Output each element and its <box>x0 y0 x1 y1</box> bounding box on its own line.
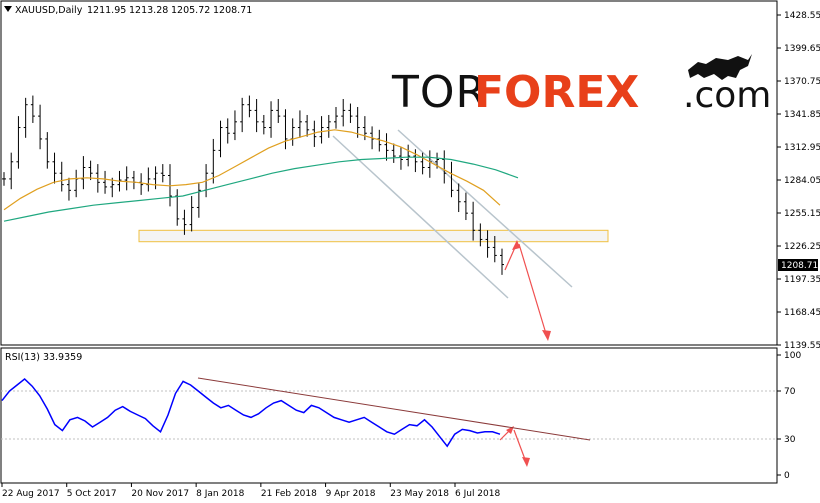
high-value: 1213.28 <box>129 5 168 16</box>
price-tick-label: 1284.05 <box>784 176 820 186</box>
price-tick-label: 1226.25 <box>784 242 820 252</box>
price-tick-label: 1168.45 <box>784 308 820 318</box>
time-tick-label: 8 Jan 2018 <box>196 489 244 499</box>
price-tick-label: 1370.75 <box>784 77 820 87</box>
price-bars <box>2 95 504 275</box>
time-tick-label: 6 Jul 2018 <box>455 489 500 499</box>
time-tick-label: 21 Feb 2018 <box>261 489 317 499</box>
symbol-label: XAUUSD,Daily <box>15 5 83 16</box>
price-tick-label: 1399.65 <box>784 44 820 54</box>
current-price-value: 1208.71 <box>781 261 818 271</box>
current-price-box <box>778 259 818 271</box>
time-tick-label: 5 Oct 2017 <box>67 489 117 499</box>
rsi-trendline <box>197 377 591 441</box>
rsi-line <box>1 378 501 448</box>
logo-forex-text: FOREX <box>474 67 639 118</box>
bull-icon <box>688 54 752 80</box>
price-tick-label: 1312.95 <box>784 143 820 153</box>
time-tick-label: 20 Nov 2017 <box>131 489 189 499</box>
logo-tor-text: TOR <box>391 67 487 118</box>
rsi-tick-label: 100 <box>784 351 801 361</box>
rsi-arrow-down-head <box>522 457 530 467</box>
rsi-panel[interactable] <box>0 347 778 484</box>
arrow-up-head <box>512 240 520 250</box>
time-tick-label: 22 Aug 2017 <box>2 489 60 499</box>
symbol-header: XAUUSD,Daily 1211.95 1213.28 1205.72 120… <box>4 5 252 16</box>
rsi-title: RSI(13) 33.9359 <box>5 352 82 363</box>
header-triangle-icon <box>4 6 12 12</box>
ma-slow-line <box>3 156 519 222</box>
arrow-down-line <box>518 243 548 338</box>
price-axis: 1428.55 1399.65 1370.75 1341.85 1312.95 1284.… <box>777 11 820 351</box>
channel-upper-line <box>397 129 573 288</box>
time-axis: 22 Aug 2017 5 Oct 2017 20 Nov 2017 8 Jan 20… <box>1 483 500 499</box>
rsi-arrow-down-line <box>513 429 527 463</box>
low-value: 1205.72 <box>171 5 210 16</box>
close-value: 1208.71 <box>213 5 252 16</box>
rsi-tick-label: 70 <box>784 387 796 397</box>
price-tick-label: 1341.85 <box>784 110 820 120</box>
current-price-tag: 1208.71 <box>778 259 818 271</box>
price-tick-label: 1428.55 <box>784 11 820 21</box>
time-tick-label: 9 Apr 2018 <box>326 489 376 499</box>
open-value: 1211.95 <box>87 5 126 16</box>
price-tick-label: 1255.15 <box>784 209 820 219</box>
torforex-logo: TOR FOREX .com <box>391 54 771 118</box>
time-tick-label: 23 May 2018 <box>390 489 449 499</box>
rsi-axis: 100 70 30 0 <box>777 351 801 481</box>
ma-fast-line <box>3 129 501 211</box>
rsi-tick-label: 0 <box>784 471 790 481</box>
support-zone <box>138 229 609 243</box>
rsi-tick-label: 30 <box>784 435 796 445</box>
price-panel[interactable] <box>0 0 778 346</box>
logo-com-text: .com <box>683 75 771 116</box>
channel-lower-line <box>332 135 509 299</box>
price-tick-label: 1197.35 <box>784 275 820 285</box>
arrow-down-head <box>542 330 551 341</box>
price-tick-label: 1139.55 <box>784 341 820 351</box>
